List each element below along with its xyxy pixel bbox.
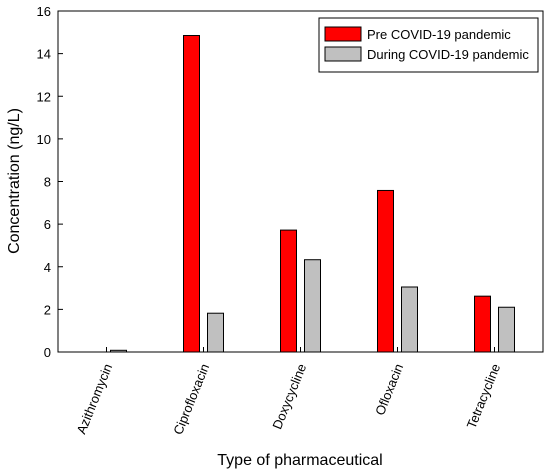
x-tick-label: Azithromycin bbox=[73, 362, 115, 437]
y-tick-label: 8 bbox=[44, 175, 51, 190]
legend-swatch bbox=[324, 46, 362, 62]
legend-label: Pre COVID-19 pandemic bbox=[367, 27, 511, 42]
bar bbox=[304, 259, 321, 353]
x-axis: Azithromycin Ciprofloxacin Doxycycline Oflo… bbox=[73, 347, 503, 437]
y-tick-label: 12 bbox=[37, 89, 51, 104]
y-tick-label: 6 bbox=[44, 217, 51, 232]
x-tick-label: Ofloxacin bbox=[372, 362, 406, 418]
x-tick-label: Tetracycline bbox=[464, 362, 504, 431]
y-axis-label: Concentration (ng/L) bbox=[6, 108, 23, 254]
bar bbox=[280, 229, 297, 353]
x-axis-label: Type of pharmaceutical bbox=[217, 452, 382, 469]
bar bbox=[110, 349, 127, 353]
y-tick-label: 4 bbox=[44, 260, 51, 275]
y-axis: 0 2 4 6 8 10 12 14 16 bbox=[37, 4, 63, 360]
y-tick-label: 16 bbox=[37, 4, 51, 19]
legend-label: During COVID-19 pandemic bbox=[367, 47, 529, 62]
x-tick-label: Ciprofloxacin bbox=[170, 362, 212, 437]
bars bbox=[110, 35, 515, 353]
x-tick-label: Doxycycline bbox=[269, 362, 309, 432]
y-tick-label: 2 bbox=[44, 302, 51, 317]
bar bbox=[207, 312, 224, 353]
legend: Pre COVID-19 pandemic During COVID-19 pan… bbox=[318, 17, 539, 73]
y-tick-label: 0 bbox=[44, 345, 51, 360]
y-tick-label: 10 bbox=[37, 132, 51, 147]
bar bbox=[498, 306, 515, 353]
legend-swatch bbox=[324, 26, 362, 42]
bar bbox=[377, 189, 394, 353]
bar bbox=[183, 35, 200, 353]
y-tick-label: 14 bbox=[37, 47, 51, 62]
bar bbox=[474, 295, 491, 353]
bar bbox=[401, 286, 418, 353]
